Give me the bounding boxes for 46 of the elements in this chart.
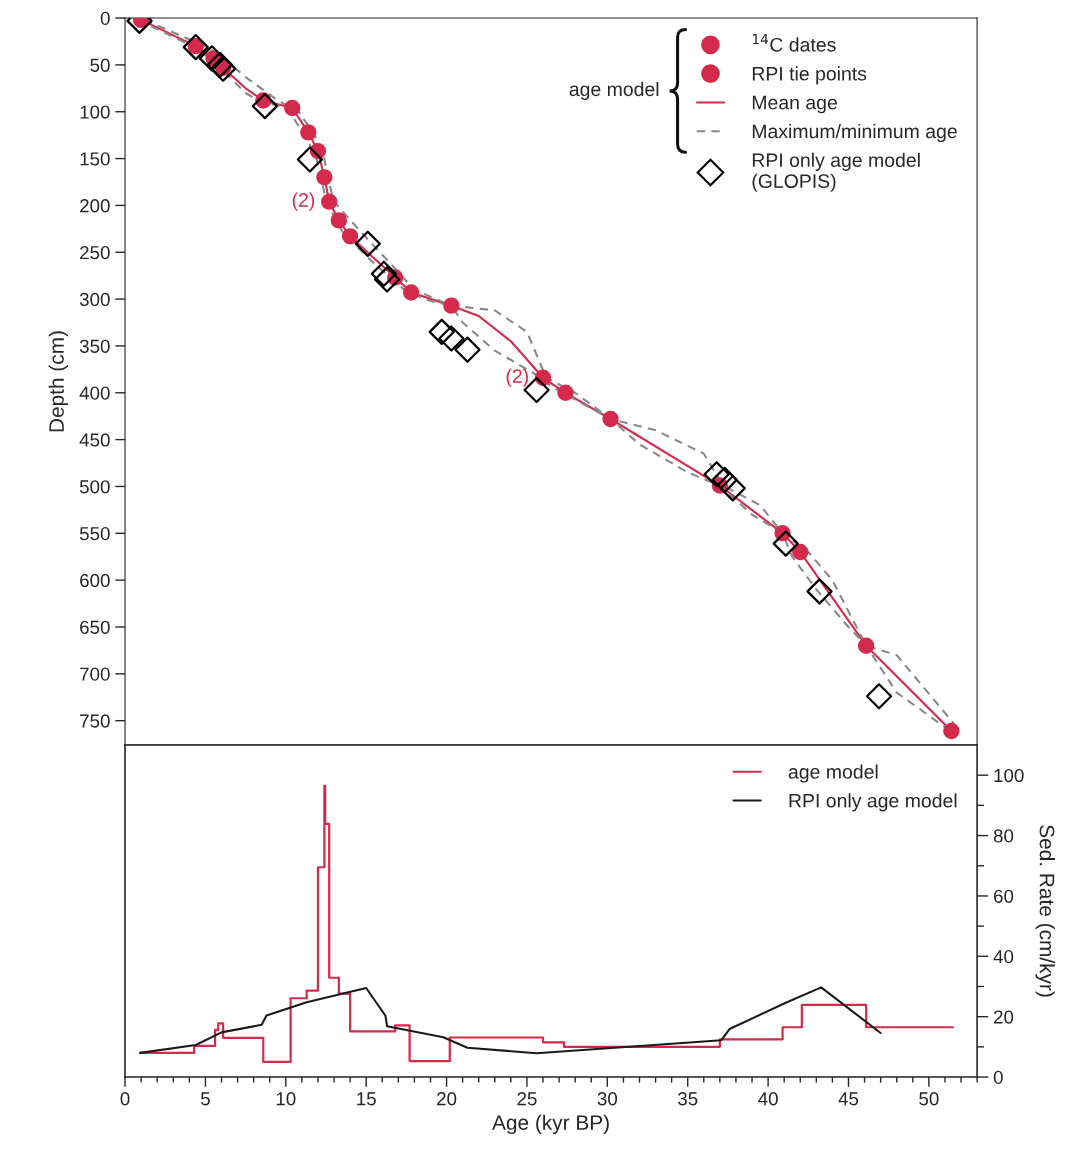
annotation: age model (569, 81, 659, 100)
x-tick-label: 5 (200, 1092, 210, 1106)
x-tick-label: 20 (437, 1092, 457, 1106)
x-tick-label: 40 (758, 1092, 778, 1106)
y2-axis-title: Sed. Rate (cm/kyr) (1035, 825, 1055, 997)
y-tick-label: 0 (100, 11, 110, 26)
annotation: (2) (506, 368, 528, 387)
legend-label: Maximum/minimum age (752, 123, 957, 143)
y-tick-label: 700 (80, 667, 110, 681)
x-tick-label: 50 (919, 1092, 939, 1106)
y-tick-label: 100 (80, 105, 110, 119)
x-tick-label: 45 (838, 1092, 859, 1106)
legend-label: RPI only age model (789, 793, 957, 812)
legend-label: RPI tie points (752, 66, 867, 85)
legend-label: Mean age (752, 95, 837, 114)
y2-tick-label: 60 (994, 889, 1014, 903)
x-axis-title: Age (kyr BP) (492, 1114, 609, 1135)
y-tick-label: 300 (79, 292, 110, 307)
y-tick-label: 50 (90, 58, 110, 72)
x-tick-label: 0 (120, 1092, 130, 1106)
y-tick-label: 750 (80, 714, 110, 728)
x-tick-label: 15 (357, 1092, 376, 1106)
legend-label: $^{14}$C dates (752, 34, 836, 52)
y-tick-label: 650 (80, 620, 110, 634)
y-tick-label: 550 (79, 527, 110, 541)
x-tick-label: 30 (597, 1092, 618, 1106)
y2-tick-label: 20 (994, 1010, 1014, 1024)
x-tick-label: 35 (678, 1092, 698, 1106)
x-tick-label: 25 (517, 1092, 537, 1106)
annotation: (2) (292, 192, 315, 211)
y-tick-label: 150 (80, 152, 110, 166)
legend-label: age model (788, 764, 878, 783)
legend-label: RPI only age model (GLOPIS) (752, 152, 920, 192)
y2-tick-label: 40 (993, 950, 1014, 964)
y-axis-title: Depth (cm) (48, 331, 69, 432)
y2-tick-label: 80 (993, 829, 1014, 843)
y-tick-label: 250 (80, 245, 110, 260)
y-tick-label: 400 (79, 386, 110, 400)
y2-tick-label: 100 (994, 768, 1024, 783)
y-tick-label: 200 (80, 199, 110, 213)
y-tick-label: 350 (79, 339, 110, 353)
y-tick-label: 450 (79, 433, 110, 447)
y-tick-label: 500 (79, 480, 110, 494)
x-tick-label: 10 (276, 1092, 296, 1106)
y-tick-label: 600 (80, 573, 110, 588)
y2-tick-label: 0 (993, 1070, 1003, 1085)
